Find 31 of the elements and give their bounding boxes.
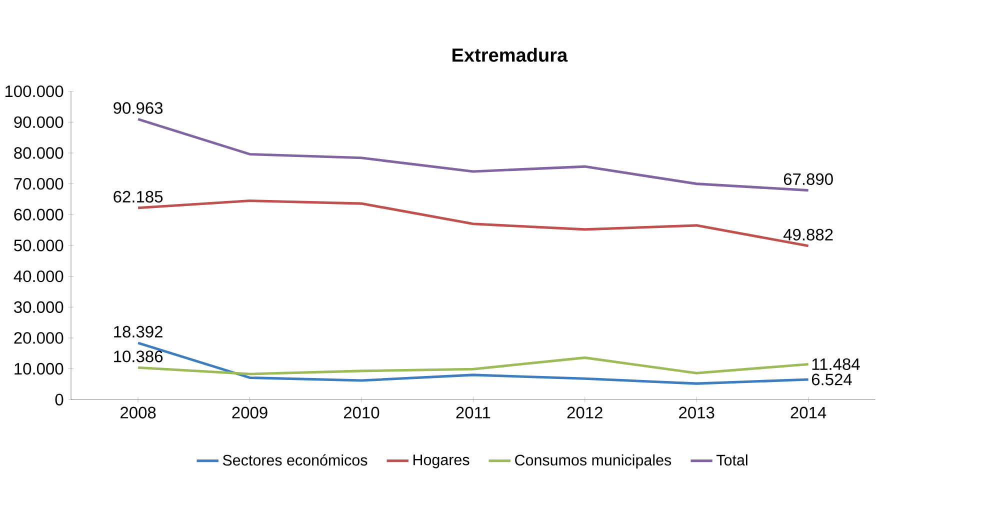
data-label: 6.524 [812, 374, 852, 386]
y-tick-label: 20.000 [14, 332, 64, 344]
x-tick-label: 2008 [120, 406, 156, 419]
legend-label: Consumos municipales [515, 454, 672, 469]
y-tick-label: 100.000 [5, 86, 64, 98]
y-tick-label: 0 [55, 394, 64, 406]
data-label: 18.392 [114, 326, 162, 338]
chart-title: Extremadura [452, 48, 568, 62]
y-tick-label: 70.000 [14, 178, 64, 190]
x-tick-label: 2009 [232, 406, 268, 419]
x-tick-label: 2014 [790, 406, 826, 419]
data-label: 62.185 [114, 190, 163, 203]
y-tick-label: 50.000 [14, 240, 64, 252]
data-label: 10.386 [114, 350, 163, 362]
data-label: 49.882 [783, 228, 833, 241]
legend-label: Hogares [414, 454, 470, 468]
x-tick-label: 2011 [456, 406, 490, 419]
legend-label: Sectores económicos [222, 454, 368, 466]
y-tick-label: 60.000 [14, 208, 64, 221]
y-tick-label: 40.000 [14, 270, 64, 282]
data-label: 67.890 [784, 173, 833, 186]
legend-label: Total [716, 454, 748, 466]
y-tick-label: 30.000 [14, 301, 64, 314]
data-label: 90.963 [114, 102, 163, 114]
x-tick-label: 2013 [679, 406, 714, 419]
y-tick-label: 10.000 [14, 363, 64, 375]
y-tick-label: 80.000 [14, 147, 64, 159]
x-tick-label: 2010 [344, 406, 380, 419]
x-tick-label: 2012 [567, 406, 602, 419]
y-tick-label: 90.000 [14, 116, 64, 128]
data-label: 11.484 [812, 358, 860, 370]
